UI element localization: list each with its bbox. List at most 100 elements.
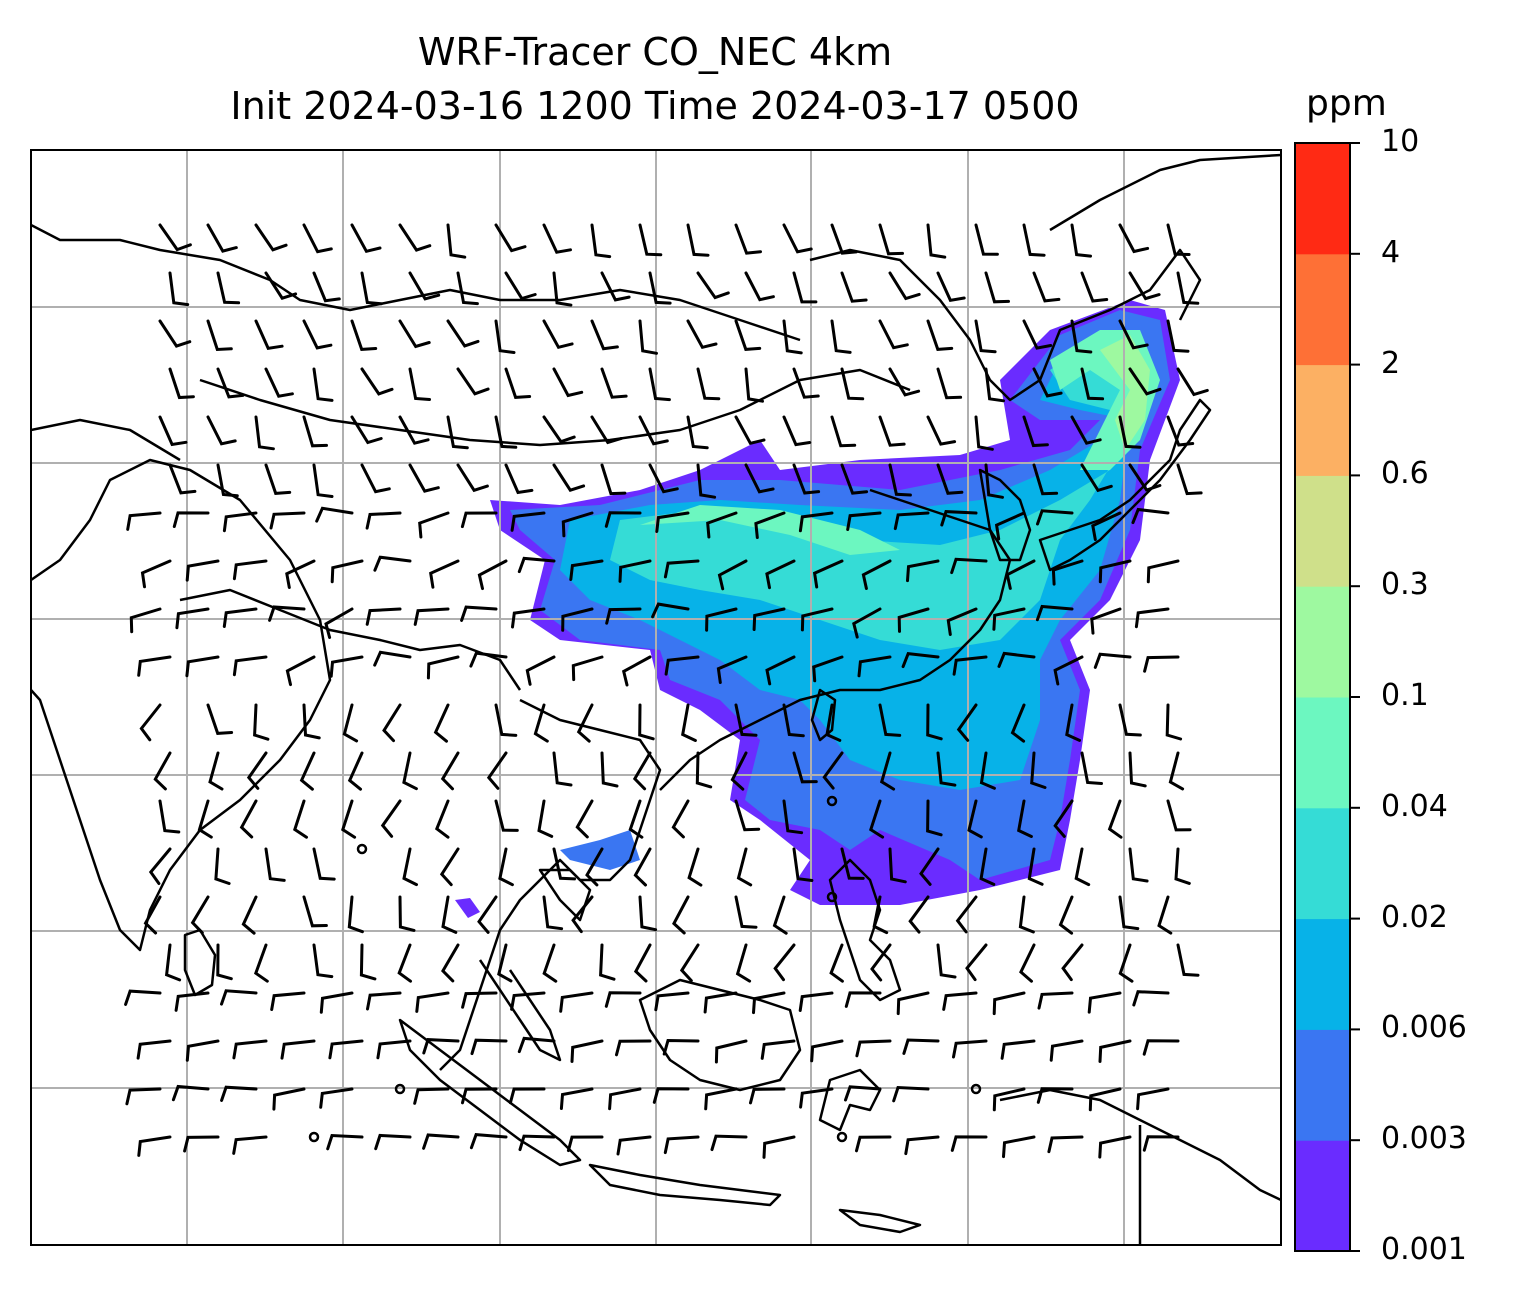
wind-barb xyxy=(398,895,416,932)
wind-barb xyxy=(734,799,761,832)
wind-barb xyxy=(494,703,518,737)
wind-barb xyxy=(840,463,869,495)
wind-barb xyxy=(714,1039,748,1064)
wind-barb xyxy=(1047,1135,1084,1154)
wind-barb xyxy=(494,319,516,354)
wind-barb xyxy=(652,1087,690,1104)
wind-barb xyxy=(206,319,233,352)
wind-barb xyxy=(950,1135,988,1152)
wind-barb xyxy=(576,703,594,743)
wind-barb xyxy=(125,1087,162,1106)
wind-barb xyxy=(772,895,788,935)
wind-barb xyxy=(359,943,377,981)
wind-barb xyxy=(888,463,912,497)
coast-sulawesi xyxy=(818,1068,882,1132)
wind-barb xyxy=(696,271,730,300)
wind-barb xyxy=(254,319,284,351)
wind-barb xyxy=(441,943,460,983)
border-mongolia xyxy=(199,368,911,447)
wind-barb xyxy=(158,799,181,834)
wind-barb xyxy=(1176,367,1209,397)
wind-barb xyxy=(470,1038,508,1056)
wind-barb xyxy=(926,223,947,259)
wind-barb xyxy=(1176,463,1203,496)
wind-barb xyxy=(1128,847,1149,883)
wind-barb xyxy=(616,1135,652,1156)
wind-barb xyxy=(477,559,508,591)
colorbar-segment xyxy=(1295,475,1350,587)
wind-barb xyxy=(664,655,700,676)
wind-barb xyxy=(792,271,818,304)
wind-barb xyxy=(168,271,190,307)
wind-barb xyxy=(206,223,238,253)
wind-barb xyxy=(469,651,508,668)
wind-barb xyxy=(782,415,812,447)
wind-barb xyxy=(380,799,402,838)
wind-barb xyxy=(398,223,432,252)
wind-barb xyxy=(415,991,450,1013)
wind-barb xyxy=(901,651,940,669)
wind-barb xyxy=(330,559,364,584)
wind-barb xyxy=(542,943,558,983)
colorbar-segment xyxy=(1295,364,1350,476)
wind-barb xyxy=(1027,847,1044,886)
wind-barb xyxy=(1142,1039,1180,1056)
wind-barb xyxy=(734,895,758,929)
wind-barb xyxy=(350,415,383,445)
wind-barb xyxy=(347,751,364,791)
coast-newguinea xyxy=(999,1088,1281,1202)
wind-barb xyxy=(197,799,213,839)
wind-barb xyxy=(663,1135,700,1155)
wind-barb xyxy=(782,799,804,835)
wind-barb xyxy=(902,1038,940,1055)
wind-barb xyxy=(559,991,594,1013)
wind-barb xyxy=(440,751,460,791)
coast-korea xyxy=(978,468,1032,562)
wind-barb xyxy=(955,895,978,934)
wind-barb xyxy=(510,991,546,1011)
wind-barb xyxy=(139,703,162,742)
wind-barb xyxy=(716,655,748,684)
wind-barb xyxy=(350,223,382,254)
border-china-north xyxy=(809,248,1202,402)
coast-japan xyxy=(1038,398,1212,572)
wind-barb xyxy=(878,703,902,737)
wind-barb xyxy=(456,367,490,396)
wind-barb xyxy=(812,559,844,589)
wind-barb xyxy=(185,559,220,582)
wind-barb xyxy=(908,895,930,934)
colorbar-tick-label: 0.02 xyxy=(1381,899,1448,935)
wind-barb xyxy=(936,943,957,979)
wind-barb xyxy=(302,703,321,740)
wind-barb xyxy=(846,511,882,531)
wind-barb xyxy=(1176,943,1200,977)
wind-barb xyxy=(239,799,258,839)
wind-barb xyxy=(1131,507,1170,525)
wind-barb xyxy=(143,895,162,935)
wind-barb xyxy=(216,271,241,305)
wind-barb xyxy=(446,319,480,348)
wind-barb xyxy=(600,463,627,496)
coast-northeast xyxy=(1049,153,1281,232)
wind-barb xyxy=(418,511,450,539)
wind-barb xyxy=(1134,607,1170,629)
wind-barb xyxy=(1090,607,1122,635)
wind-barb xyxy=(525,655,556,686)
coast-java xyxy=(588,1163,782,1207)
wind-barb xyxy=(734,223,762,255)
wind-barb xyxy=(124,989,162,1006)
wind-barb xyxy=(510,511,546,532)
wind-barb xyxy=(312,463,334,498)
wind-barb xyxy=(1017,799,1033,838)
wind-barb xyxy=(1022,223,1046,257)
wind-barb xyxy=(356,843,368,855)
wind-barb xyxy=(855,1135,892,1153)
wind-barb xyxy=(826,891,838,903)
wind-barb xyxy=(280,1039,316,1060)
wind-barb xyxy=(398,319,431,349)
wind-barb xyxy=(686,319,718,350)
wind-barb xyxy=(360,463,391,494)
wind-barb xyxy=(504,271,537,301)
wind-barb xyxy=(1053,799,1074,838)
wind-barb xyxy=(893,511,930,531)
